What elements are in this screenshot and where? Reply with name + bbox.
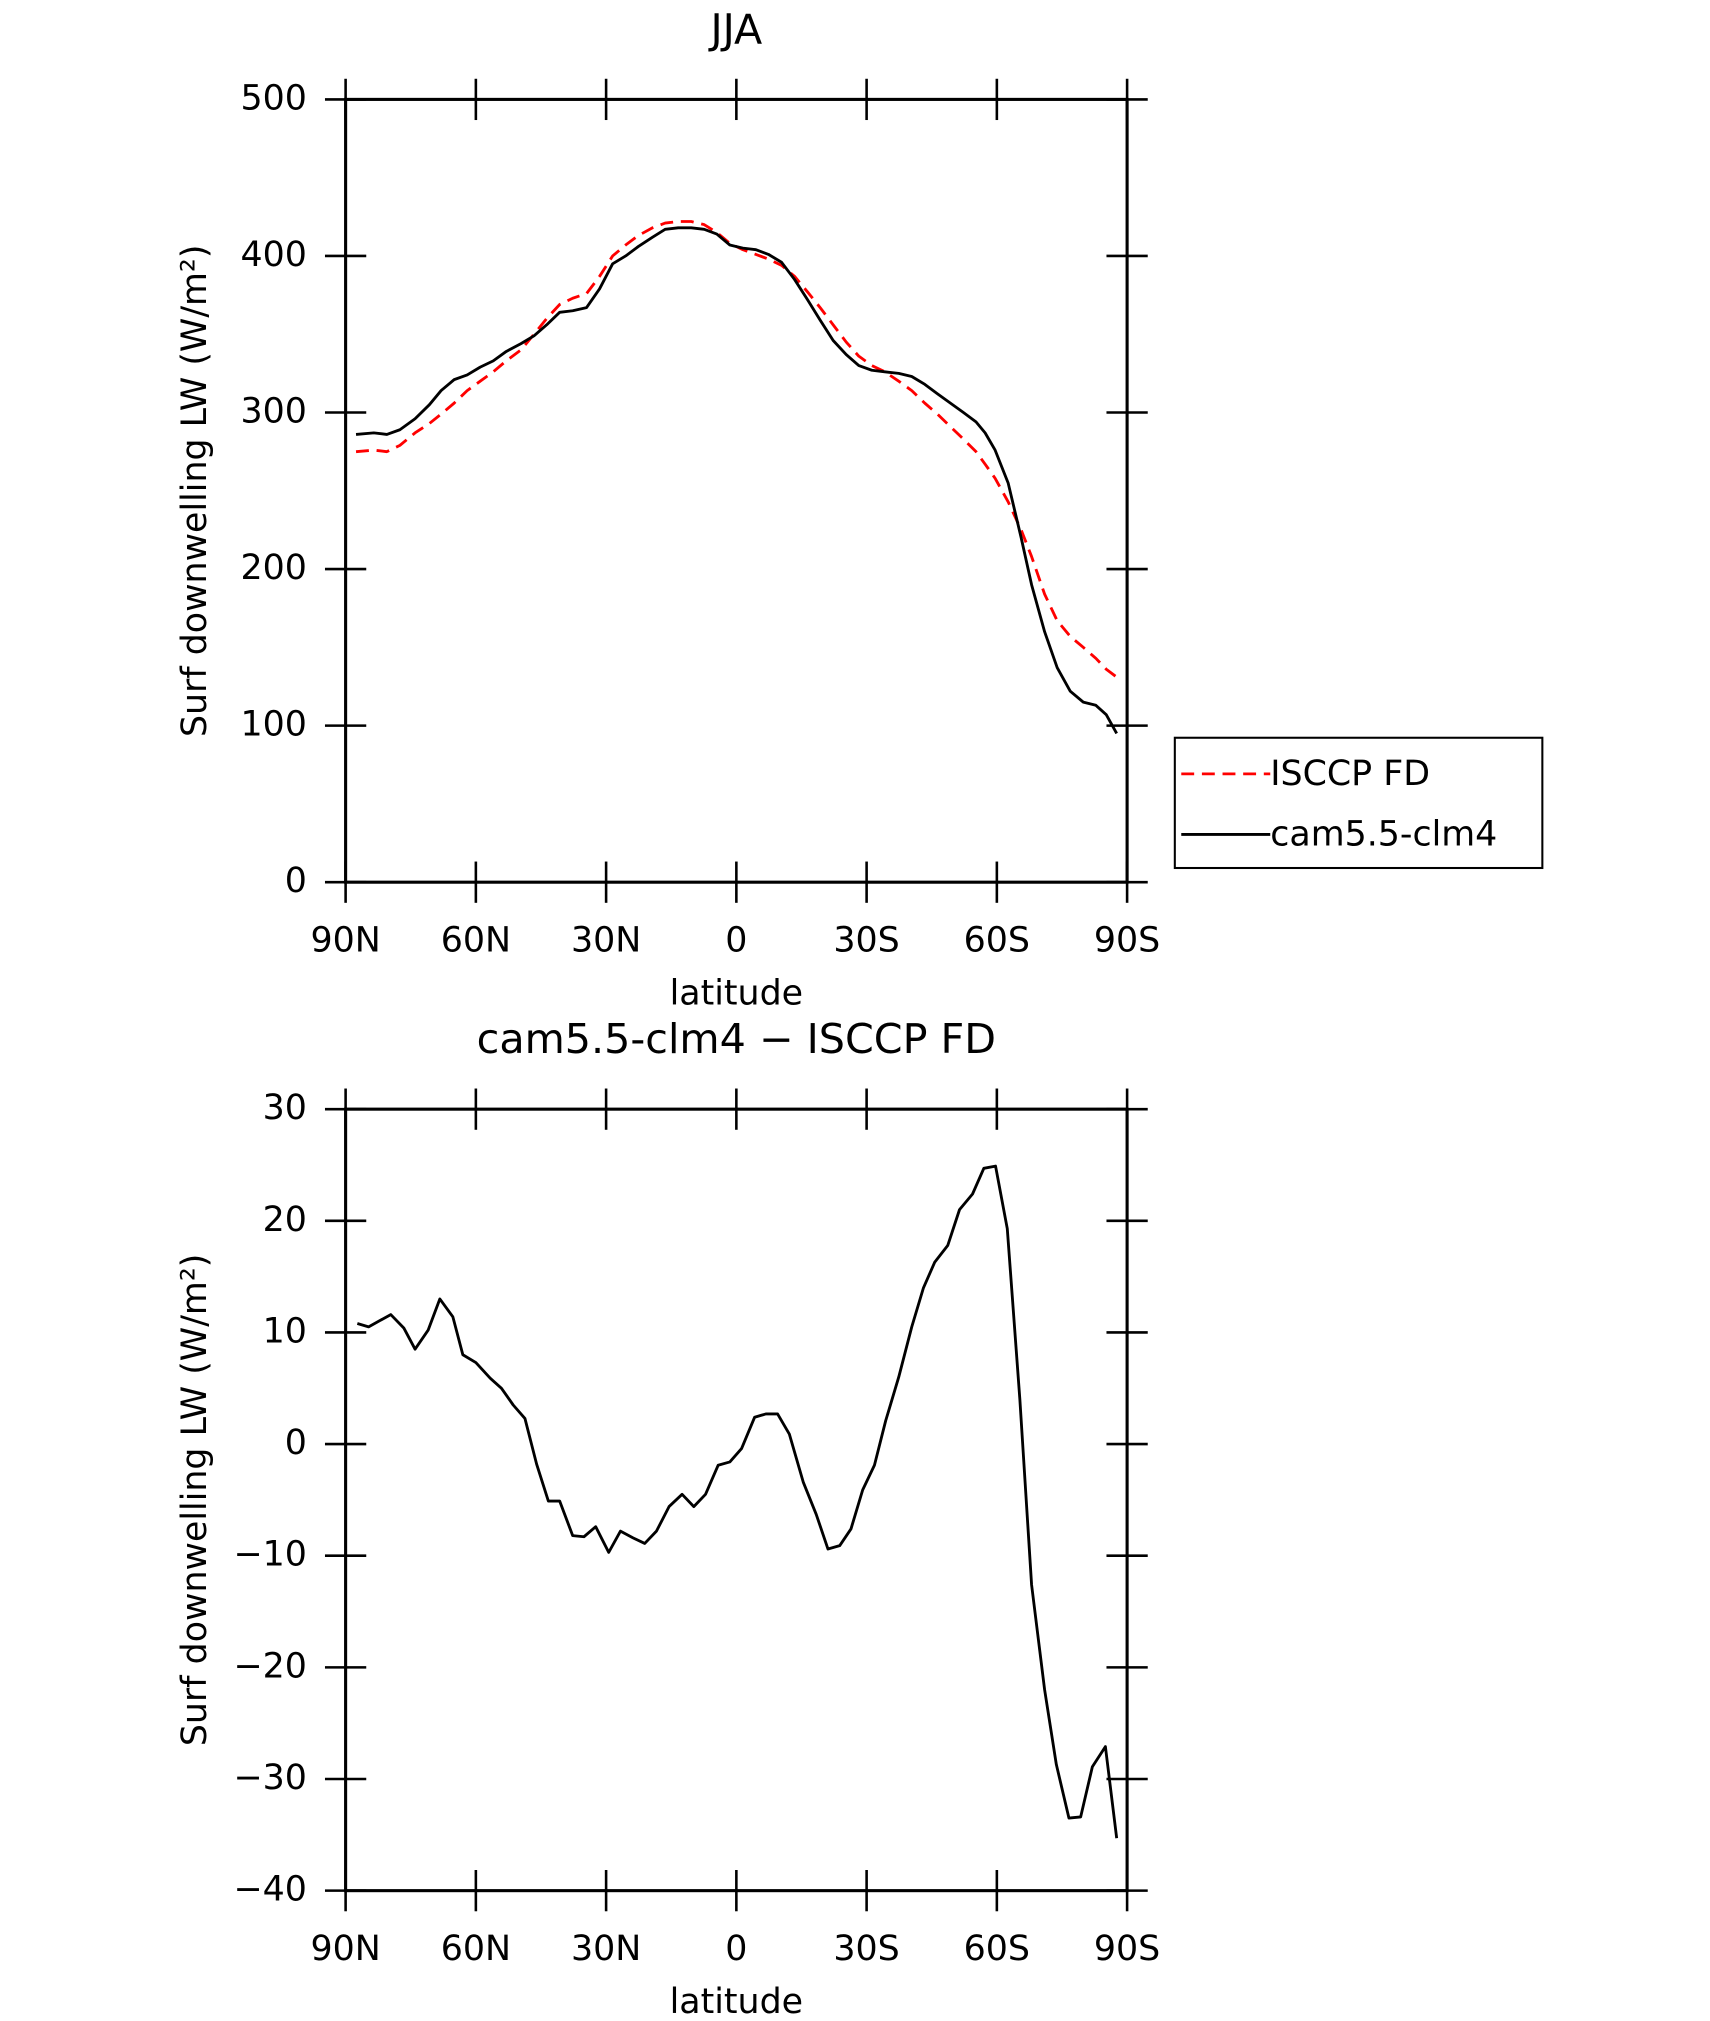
y-tick-label: 300 bbox=[241, 392, 307, 432]
y-tick-label: 0 bbox=[285, 1423, 307, 1463]
data-line bbox=[355, 220, 1118, 679]
legend-label: cam5.5-clm4 bbox=[1270, 815, 1497, 855]
x-tick-label: 90N bbox=[310, 1929, 380, 1969]
y-tick-label: 500 bbox=[241, 78, 307, 118]
y-axis-label: Surf downwelling LW (W/m²) bbox=[175, 245, 215, 738]
y-tick-label: 20 bbox=[263, 1200, 307, 1240]
x-tick-label: 30S bbox=[833, 1929, 899, 1969]
x-tick-label: 60S bbox=[964, 1929, 1030, 1969]
y-tick-label: 400 bbox=[241, 235, 307, 275]
x-tick-label: 60N bbox=[441, 921, 511, 961]
y-tick-label: 10 bbox=[263, 1311, 307, 1351]
y-tick-label: −30 bbox=[233, 1758, 306, 1798]
y-tick-label: 30 bbox=[263, 1088, 307, 1128]
legend-label: ISCCP FD bbox=[1270, 754, 1430, 794]
x-tick-label: 30N bbox=[571, 921, 641, 961]
data-line bbox=[356, 1164, 1119, 1839]
y-tick-label: −10 bbox=[233, 1535, 306, 1575]
x-tick-label: 90N bbox=[310, 921, 380, 961]
data-line bbox=[355, 226, 1118, 735]
x-tick-label: 90S bbox=[1094, 1929, 1160, 1969]
legend: ISCCP FD cam5.5-clm4 bbox=[1173, 736, 1544, 870]
chart-title: cam5.5-clm4 − ISCCP FD bbox=[477, 1015, 996, 1063]
legend-box bbox=[1173, 736, 1544, 870]
y-tick-label: −40 bbox=[233, 1870, 306, 1910]
x-tick-label: 0 bbox=[725, 921, 747, 961]
x-tick-label: 60S bbox=[964, 921, 1030, 961]
y-tick-label: 100 bbox=[241, 705, 307, 745]
plot-frame bbox=[344, 1107, 1129, 1893]
x-tick-label: 30N bbox=[571, 1929, 641, 1969]
x-tick-label: 90S bbox=[1094, 921, 1160, 961]
y-tick-label: 0 bbox=[285, 861, 307, 901]
x-tick-label: 0 bbox=[725, 1929, 747, 1969]
chart-title: JJA bbox=[707, 5, 762, 53]
x-tick-label: 30S bbox=[833, 921, 899, 961]
y-tick-label: −20 bbox=[233, 1646, 306, 1686]
x-axis-label: latitude bbox=[670, 1982, 804, 2021]
x-tick-label: 60N bbox=[441, 1929, 511, 1969]
y-tick-label: 200 bbox=[241, 548, 307, 588]
x-axis-label: latitude bbox=[670, 973, 804, 1013]
y-axis-label: Surf downwelling LW (W/m²) bbox=[175, 1254, 215, 1747]
